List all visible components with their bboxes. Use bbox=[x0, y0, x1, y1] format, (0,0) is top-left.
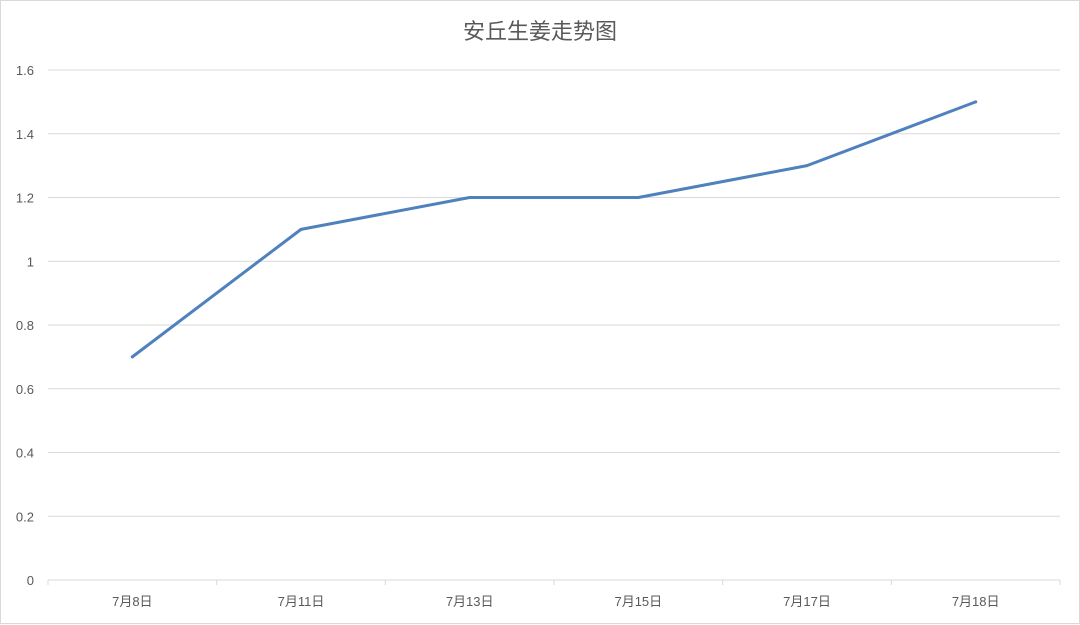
chart-title: 安丘生姜走势图 bbox=[462, 20, 617, 45]
x-tick-label: 7月11日 bbox=[278, 594, 325, 609]
y-tick-label: 1.6 bbox=[16, 63, 34, 78]
data-point bbox=[974, 100, 978, 104]
data-point bbox=[299, 227, 303, 231]
y-tick-label: 1 bbox=[27, 254, 34, 269]
x-tick-label: 7月17日 bbox=[783, 594, 831, 609]
y-tick-label: 0.2 bbox=[16, 509, 34, 524]
data-point bbox=[130, 355, 134, 359]
y-tick-label: 0.6 bbox=[16, 382, 34, 397]
x-tick-label: 7月15日 bbox=[614, 594, 662, 609]
y-tick-label: 1.2 bbox=[16, 191, 34, 206]
y-tick-label: 0 bbox=[27, 573, 34, 588]
data-point bbox=[468, 196, 472, 199]
y-tick-label: 1.4 bbox=[16, 127, 34, 142]
y-tick-label: 0.4 bbox=[16, 446, 34, 461]
x-tick-label: 7月8日 bbox=[112, 594, 152, 609]
y-tick-label: 0.8 bbox=[16, 318, 34, 333]
data-point bbox=[805, 164, 809, 168]
series-line bbox=[130, 100, 978, 359]
x-tick-label: 7月13日 bbox=[446, 594, 494, 609]
x-tick-label: 7月18日 bbox=[952, 594, 1000, 609]
data-point bbox=[636, 196, 640, 199]
